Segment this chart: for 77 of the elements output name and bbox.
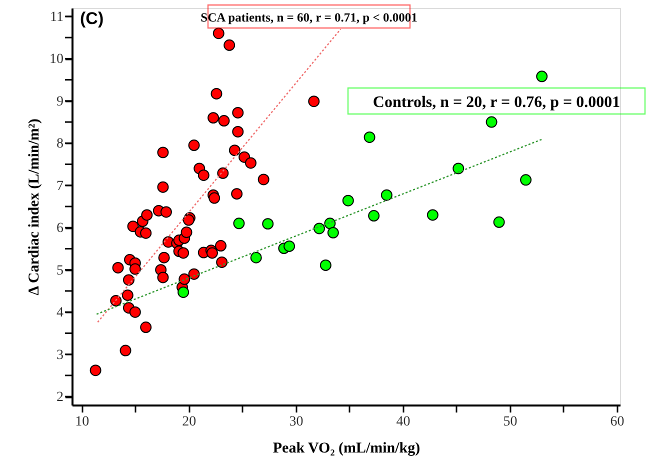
point — [232, 126, 244, 138]
point — [198, 170, 210, 181]
y-tick-label: 3 — [56, 348, 64, 363]
y-tick-label: 10 — [50, 52, 64, 68]
point — [90, 364, 102, 376]
point — [206, 247, 218, 259]
point — [129, 306, 141, 318]
point — [217, 167, 229, 179]
point — [452, 162, 464, 174]
chart-title: (C) — [80, 9, 104, 28]
x-tick-label: 40 — [396, 414, 410, 430]
point — [520, 174, 532, 186]
point — [231, 188, 243, 200]
point — [158, 252, 170, 264]
point — [120, 344, 132, 356]
y-tick-label: 8 — [56, 136, 64, 152]
point — [245, 157, 256, 169]
y-tick-label: 9 — [56, 94, 64, 110]
point — [486, 116, 498, 128]
point — [141, 209, 153, 221]
point — [129, 263, 141, 275]
y-tick-label: 2 — [56, 390, 64, 406]
point — [157, 181, 169, 193]
point — [380, 189, 392, 201]
point — [178, 286, 190, 298]
point — [536, 70, 548, 82]
y-axis-title: Δ Cardiac index (L/min/m²) — [26, 118, 42, 296]
point — [122, 289, 134, 301]
x-tick-label: 30 — [289, 414, 304, 430]
point — [140, 227, 152, 239]
x-axis-title: Peak VO₂ (mL/min/kg) — [272, 440, 420, 456]
point — [493, 216, 505, 228]
point — [232, 107, 244, 118]
point — [327, 226, 339, 238]
point — [250, 252, 262, 264]
x-tick-label: 10 — [75, 414, 90, 430]
point — [258, 174, 270, 186]
annotation: Controls, n = 20, r = 0.76, p = 0.0001 — [372, 94, 620, 111]
point — [284, 240, 296, 252]
point — [314, 222, 325, 234]
point — [218, 115, 230, 126]
point — [224, 39, 236, 51]
point — [208, 192, 220, 204]
y-tick-label: 4 — [56, 306, 64, 321]
point — [364, 132, 376, 143]
point — [368, 210, 380, 222]
y-tick-label: 5 — [56, 263, 64, 278]
point — [320, 259, 332, 271]
point — [188, 268, 200, 280]
point — [342, 194, 354, 206]
x-tick-label: 50 — [503, 414, 518, 430]
point — [262, 218, 274, 230]
point — [122, 274, 134, 286]
point — [178, 247, 190, 259]
x-tick-label: 20 — [182, 414, 196, 430]
point — [140, 322, 152, 334]
x-tick-label: 60 — [610, 414, 624, 430]
y-tick-label: 11 — [50, 10, 64, 25]
point — [215, 240, 227, 252]
point — [308, 96, 320, 108]
point — [157, 146, 169, 158]
y-tick-label: 6 — [56, 221, 64, 236]
point — [178, 273, 190, 285]
point — [212, 28, 224, 40]
point — [112, 262, 124, 274]
point — [216, 256, 228, 268]
point — [110, 294, 122, 306]
point — [188, 140, 200, 151]
point — [180, 226, 192, 238]
point — [228, 144, 240, 156]
point — [157, 272, 169, 284]
point — [160, 206, 172, 218]
point — [210, 88, 222, 100]
point — [426, 209, 438, 221]
point — [233, 218, 245, 230]
point — [208, 112, 220, 124]
y-tick-label: 7 — [56, 178, 64, 194]
